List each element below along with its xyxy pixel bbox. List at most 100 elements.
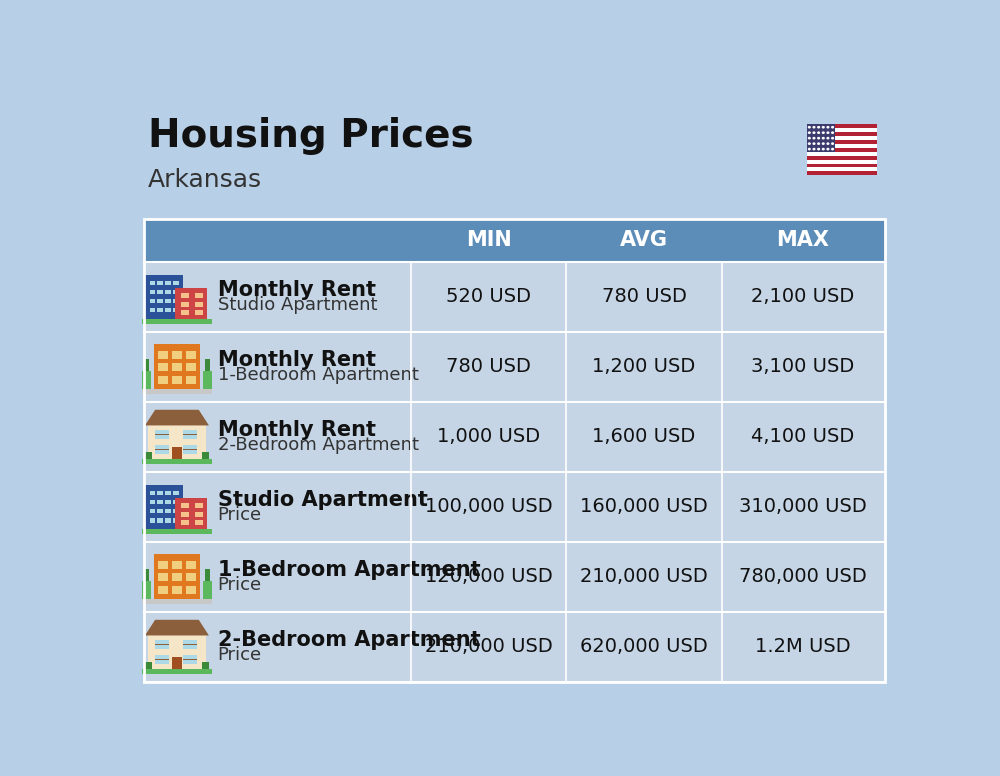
FancyBboxPatch shape [155,655,169,664]
Circle shape [822,148,824,150]
FancyBboxPatch shape [172,447,182,459]
Circle shape [808,143,810,144]
Circle shape [832,148,833,150]
FancyBboxPatch shape [183,445,197,454]
FancyBboxPatch shape [173,518,179,522]
FancyBboxPatch shape [195,512,203,517]
Circle shape [832,126,833,128]
FancyBboxPatch shape [148,636,206,669]
FancyBboxPatch shape [148,425,206,459]
FancyBboxPatch shape [175,498,207,529]
FancyBboxPatch shape [173,289,179,294]
FancyBboxPatch shape [145,663,152,669]
FancyBboxPatch shape [203,371,212,389]
Text: 1,000 USD: 1,000 USD [437,427,540,446]
FancyBboxPatch shape [157,289,163,294]
Text: 160,000 USD: 160,000 USD [580,497,708,516]
Text: Monthly Rent: Monthly Rent [218,279,376,300]
Text: 2-Bedroom Apartment: 2-Bedroom Apartment [218,436,419,454]
FancyBboxPatch shape [165,281,171,285]
FancyBboxPatch shape [202,663,209,669]
FancyBboxPatch shape [807,124,877,175]
Circle shape [822,137,824,139]
Text: Housing Prices: Housing Prices [148,117,474,155]
FancyBboxPatch shape [142,581,151,599]
FancyBboxPatch shape [150,289,155,294]
FancyBboxPatch shape [172,586,182,594]
Text: 210,000 USD: 210,000 USD [580,567,708,586]
FancyBboxPatch shape [144,569,149,581]
FancyBboxPatch shape [145,275,183,319]
FancyBboxPatch shape [150,518,155,522]
FancyBboxPatch shape [144,402,885,472]
Text: 1-Bedroom Apartment: 1-Bedroom Apartment [218,559,480,580]
FancyBboxPatch shape [202,452,209,459]
FancyBboxPatch shape [165,518,171,522]
FancyBboxPatch shape [165,299,171,303]
FancyBboxPatch shape [142,669,212,674]
Circle shape [832,137,833,139]
FancyBboxPatch shape [144,331,885,402]
Text: MAX: MAX [777,230,830,250]
FancyBboxPatch shape [205,359,210,371]
FancyBboxPatch shape [150,308,155,313]
FancyBboxPatch shape [195,503,203,508]
FancyBboxPatch shape [158,363,168,371]
Circle shape [808,132,810,133]
FancyBboxPatch shape [173,299,179,303]
FancyBboxPatch shape [186,363,196,371]
FancyBboxPatch shape [168,413,186,424]
FancyBboxPatch shape [142,371,151,389]
FancyBboxPatch shape [181,503,189,508]
Text: 2-Bedroom Apartment: 2-Bedroom Apartment [218,629,480,650]
FancyBboxPatch shape [157,281,163,285]
FancyBboxPatch shape [173,308,179,313]
FancyBboxPatch shape [173,500,179,504]
Circle shape [827,143,829,144]
Circle shape [827,126,829,128]
FancyBboxPatch shape [181,512,189,517]
Circle shape [813,148,815,150]
Circle shape [813,143,815,144]
FancyBboxPatch shape [144,262,885,331]
Text: 3,100 USD: 3,100 USD [751,357,855,376]
Circle shape [818,132,819,133]
Circle shape [818,137,819,139]
Text: MIN: MIN [466,230,511,250]
FancyBboxPatch shape [157,500,163,504]
FancyBboxPatch shape [165,500,171,504]
FancyBboxPatch shape [183,640,197,650]
Circle shape [827,137,829,139]
Circle shape [827,132,829,133]
Circle shape [813,137,815,139]
Polygon shape [145,410,209,425]
Circle shape [818,143,819,144]
Text: 2,100 USD: 2,100 USD [751,287,855,306]
FancyBboxPatch shape [807,144,877,148]
FancyBboxPatch shape [195,302,203,307]
FancyBboxPatch shape [157,509,163,514]
FancyBboxPatch shape [186,376,196,383]
FancyBboxPatch shape [172,376,182,383]
FancyBboxPatch shape [186,586,196,594]
Circle shape [808,148,810,150]
FancyBboxPatch shape [157,490,163,495]
Text: 780,000 USD: 780,000 USD [739,567,867,586]
Circle shape [827,148,829,150]
FancyBboxPatch shape [807,128,877,132]
FancyBboxPatch shape [142,459,212,463]
Circle shape [832,143,833,144]
Text: Monthly Rent: Monthly Rent [218,350,376,369]
FancyBboxPatch shape [172,573,182,581]
Circle shape [822,143,824,144]
FancyBboxPatch shape [175,288,207,319]
Circle shape [818,148,819,150]
FancyBboxPatch shape [172,363,182,371]
FancyBboxPatch shape [144,472,885,542]
FancyBboxPatch shape [173,509,179,514]
Circle shape [813,132,815,133]
Text: Arkansas: Arkansas [148,168,262,192]
FancyBboxPatch shape [181,293,189,298]
FancyBboxPatch shape [172,656,182,669]
Circle shape [832,132,833,133]
